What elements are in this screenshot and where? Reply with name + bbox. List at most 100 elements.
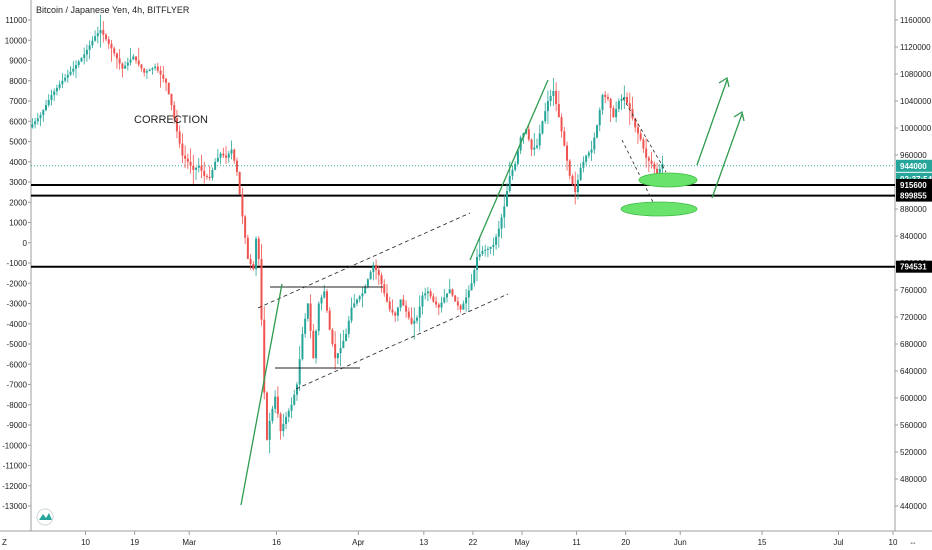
current-price-tag-bg — [896, 159, 932, 172]
candle-down — [385, 293, 388, 302]
candle-up — [66, 74, 69, 78]
projection-arrowhead-2 — [733, 110, 745, 122]
candle-down — [456, 301, 459, 306]
candle-up — [358, 296, 361, 300]
pullback-lower-line — [621, 139, 658, 211]
time-tick-label: 20 — [621, 538, 630, 547]
projection-arrowhead-1 — [718, 76, 730, 88]
candle-up — [45, 105, 48, 111]
candle-up — [536, 145, 539, 148]
candle-down — [143, 68, 146, 73]
candle-up — [467, 290, 470, 298]
candle-down — [184, 155, 187, 159]
candle-up — [623, 96, 626, 99]
candle-down — [244, 216, 247, 238]
candle-down — [208, 176, 211, 178]
candle-up — [342, 340, 345, 349]
candle-up — [271, 408, 274, 421]
candle-up — [426, 291, 429, 294]
left-tick-label: 9000 — [9, 57, 27, 66]
candle-down — [402, 299, 405, 306]
candle-up — [126, 62, 129, 66]
candle-up — [298, 359, 301, 385]
candle-down — [192, 165, 195, 170]
candle-down — [656, 168, 659, 174]
candle-up — [361, 293, 364, 297]
candle-up — [508, 175, 511, 192]
time-tick-label: Jul — [833, 538, 843, 547]
candle-up — [620, 98, 623, 101]
candle-down — [653, 163, 656, 169]
candle-down — [628, 103, 631, 110]
candle-down — [257, 238, 260, 259]
right-tick-label: 1040000 — [900, 97, 932, 106]
candle-down — [276, 396, 279, 414]
candle-up — [552, 90, 555, 96]
level-price-tag-bg — [896, 178, 932, 191]
candle-down — [165, 78, 168, 83]
axis-scale-toggle-icon[interactable]: ⇔ — [909, 538, 917, 547]
trend-line-up-1 — [240, 283, 283, 506]
right-tick-label: 1000000 — [900, 124, 932, 133]
candle-up — [339, 348, 342, 354]
horizontal-levels — [31, 183, 895, 268]
candle-down — [571, 175, 574, 185]
candle-up — [549, 95, 552, 101]
candle-up — [47, 99, 50, 106]
candle-up — [227, 153, 230, 158]
candle-down — [407, 311, 410, 318]
candle-down — [167, 82, 170, 94]
candle-down — [162, 74, 165, 79]
candle-down — [626, 96, 629, 104]
candle-up — [399, 299, 402, 308]
candle-up — [255, 238, 258, 270]
candle-up — [546, 101, 549, 112]
channel-lower-line — [295, 293, 509, 390]
candle-down — [107, 39, 110, 44]
candle-up — [440, 302, 443, 308]
candle-up — [576, 179, 579, 193]
candle-down — [235, 160, 238, 172]
projection-arrow-1 — [696, 79, 728, 166]
candle-down — [557, 104, 560, 118]
candle-up — [132, 56, 135, 60]
candle-up — [195, 167, 198, 170]
time-tick-label: 10 — [81, 538, 90, 547]
candle-down — [173, 105, 176, 119]
trend-line-up-2 — [469, 79, 549, 261]
candle-down — [394, 312, 397, 316]
candle-down — [309, 303, 312, 331]
current-price-tag: 944000 — [900, 162, 927, 171]
candle-up — [315, 330, 318, 359]
candle-down — [186, 158, 189, 162]
candle-up — [347, 320, 350, 334]
candle-down — [612, 108, 615, 118]
candle-up — [413, 320, 416, 324]
candle-down — [563, 131, 566, 146]
candle-up — [145, 71, 148, 73]
candle-down — [634, 118, 637, 128]
candle-down — [437, 304, 440, 308]
tradingview-logo-icon[interactable] — [36, 508, 54, 526]
candle-up — [274, 396, 277, 409]
left-axis: 1100010000900080007000600050004000300020… — [2, 16, 31, 511]
candle-down — [328, 310, 331, 330]
candle-up — [369, 272, 372, 280]
candle-up — [64, 77, 67, 81]
candle-down — [566, 145, 569, 161]
candle-up — [544, 111, 547, 122]
candle-up — [445, 293, 448, 298]
timezone-label[interactable]: Z — [2, 538, 7, 547]
time-tick-label: Mar — [182, 538, 196, 547]
target-zone-upper — [638, 172, 698, 188]
candle-up — [91, 40, 94, 46]
candle-down — [181, 143, 184, 156]
candle-up — [598, 110, 601, 126]
candle-up — [658, 168, 661, 174]
candle-up — [415, 317, 418, 321]
candle-down — [189, 161, 192, 166]
candle-down — [137, 60, 140, 65]
candle-down — [203, 170, 206, 176]
